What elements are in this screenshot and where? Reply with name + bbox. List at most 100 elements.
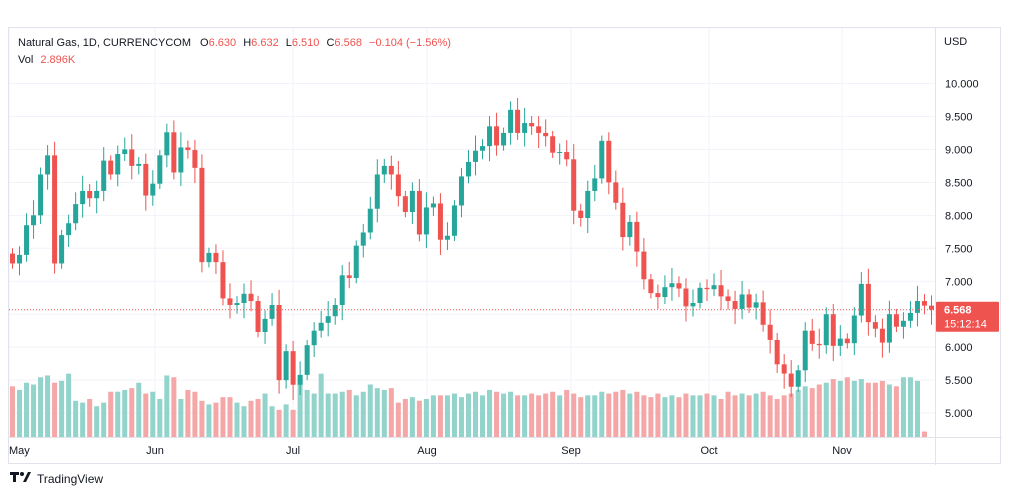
candle-body — [241, 293, 247, 304]
time-axis: May Jun Jul Aug Sep Oct Nov — [9, 445, 852, 457]
candle-body — [732, 301, 738, 309]
volume-bar — [185, 389, 191, 437]
candle-body — [494, 126, 500, 146]
candle-body — [844, 338, 850, 344]
candle-body — [907, 312, 913, 321]
volume-bar — [655, 393, 661, 437]
volume-bar — [704, 393, 710, 437]
volume-bar — [248, 400, 254, 437]
volume-bar — [508, 391, 514, 437]
candle-body — [508, 109, 514, 133]
chart-frame[interactable]: USD 10.000 9.500 9.000 8.500 8.000 7.500 7.000 6… — [8, 27, 1002, 465]
price-tick-label: 5.000 — [945, 408, 973, 420]
footer-branding[interactable]: TradingView — [10, 471, 103, 486]
candle-body — [94, 190, 100, 199]
brand-name: TradingView — [37, 471, 104, 486]
candle-body — [283, 351, 289, 381]
volume-bar — [171, 377, 177, 437]
candle-body — [311, 330, 317, 346]
candle-body — [402, 196, 408, 213]
volume-bar — [739, 393, 745, 437]
legend-ohlc-row: Natural Gas, 1D, CURRENCYCOM O6.630 H6.6… — [18, 35, 451, 52]
candle-body — [550, 136, 556, 153]
candle-body — [248, 293, 254, 302]
chart-legend: Natural Gas, 1D, CURRENCYCOM O6.630 H6.6… — [18, 35, 451, 69]
price-tick-label: 9.000 — [945, 144, 973, 156]
candle-body — [31, 215, 37, 226]
candle-body — [480, 146, 486, 151]
volume-bar — [557, 395, 563, 437]
change-value: −0.104 (−1.56%) — [369, 37, 451, 49]
candle-body — [290, 351, 296, 385]
candle-body — [171, 132, 177, 173]
volume-bar — [921, 431, 927, 437]
candle-body — [122, 149, 128, 155]
candle-body — [115, 154, 121, 175]
volume-bar — [543, 393, 549, 437]
candle-body — [809, 330, 815, 344]
volume-bar — [900, 377, 906, 437]
volume-bar — [437, 395, 443, 437]
candle-body — [381, 165, 387, 175]
volume-bar — [774, 398, 780, 437]
candle-body — [599, 140, 605, 179]
candle-body — [487, 126, 493, 147]
volume-label[interactable]: Vol — [18, 54, 34, 66]
volume-bar — [304, 389, 310, 437]
candle-body — [578, 210, 584, 218]
symbol-title[interactable]: Natural Gas, 1D, CURRENCYCOM — [18, 37, 191, 49]
candle-body — [683, 288, 689, 307]
candle-body — [136, 163, 142, 166]
candle-body — [199, 167, 205, 263]
volume-bar — [52, 382, 58, 437]
price-tick-label: 6.000 — [945, 342, 973, 354]
volume-bar — [627, 393, 633, 437]
candle-body — [802, 330, 808, 371]
candle-body — [234, 303, 240, 305]
volume-bar — [760, 391, 766, 437]
candle-body — [59, 235, 65, 264]
candle-body — [543, 132, 549, 137]
low-label: L — [285, 37, 292, 49]
volume-value: 2.896K — [40, 54, 76, 66]
time-tick-label: May — [9, 445, 30, 457]
volume-bar — [213, 402, 219, 437]
volume-bar — [515, 395, 521, 437]
volume-bar — [837, 380, 843, 437]
volume-bar — [697, 395, 703, 437]
volume-bar — [150, 391, 156, 437]
volume-bar — [388, 388, 394, 437]
volume-bar — [480, 395, 486, 437]
volume-bar — [465, 393, 471, 437]
candle-body — [529, 123, 535, 127]
candle-body — [585, 190, 591, 218]
candle-body — [346, 275, 352, 278]
candle-body — [613, 182, 619, 203]
candle-body — [45, 155, 51, 175]
volume-bar — [164, 375, 170, 437]
candle-body — [501, 132, 507, 146]
candle-body — [620, 202, 626, 238]
candle-body — [367, 208, 373, 233]
volume-bar — [17, 389, 23, 437]
candle-body — [760, 302, 766, 325]
candle-body — [73, 204, 79, 224]
volume-bar — [711, 395, 717, 437]
volume-bar — [45, 375, 51, 437]
candle-body — [725, 296, 731, 302]
candle-body — [557, 152, 563, 154]
candle-body — [66, 223, 72, 236]
candle-body — [753, 302, 759, 308]
volume-bar — [676, 397, 682, 437]
open-value: 6.630 — [208, 37, 237, 49]
volume-bar — [879, 380, 885, 437]
candle-body — [17, 254, 23, 264]
volume-bar — [234, 402, 240, 437]
volume-bar — [893, 386, 899, 437]
volume-bar — [24, 382, 30, 437]
price-chart[interactable]: USD 10.000 9.500 9.000 8.500 8.000 7.500 7.000 6… — [9, 28, 1002, 465]
candle-body — [178, 147, 184, 173]
volume-bar — [325, 393, 331, 437]
volume-bar — [599, 391, 605, 437]
legend-volume-row: Vol 2.896K — [18, 52, 451, 69]
